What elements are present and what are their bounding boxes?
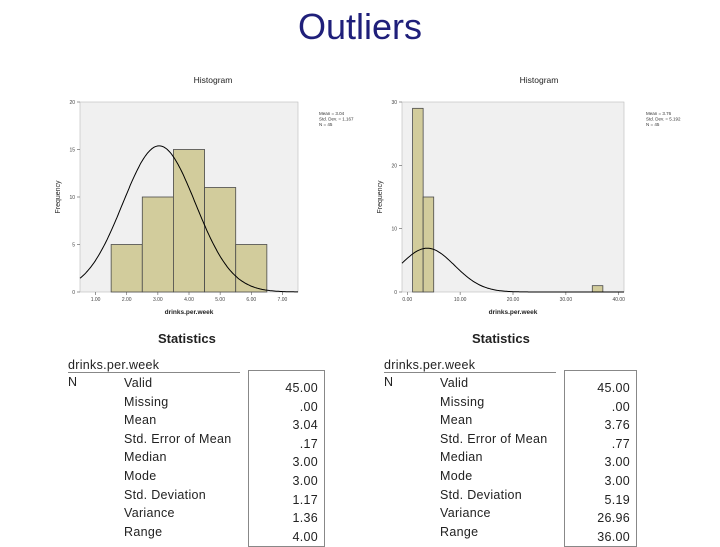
statistics-row-value: 3.00: [604, 474, 630, 488]
statistics-table-left: drinks.per.week N 45.00 .00 3.04 .17 3.00 3.00 1…: [68, 358, 326, 547]
statistics-row-label: Missing: [124, 394, 169, 409]
y-tick-label: 10: [391, 227, 397, 233]
statistics-row-value: .77: [611, 436, 630, 451]
x-axis-label: drinks.per.week: [489, 309, 538, 316]
statistics-row-label: Mode: [440, 469, 473, 483]
x-tick-label: 4.00: [184, 297, 194, 303]
y-axis-label: Frequency: [377, 180, 384, 214]
statistics-row-value: 4.00: [292, 529, 318, 544]
statistics-row-value: 26.96: [597, 511, 630, 526]
x-tick-label: 40.00: [612, 297, 625, 303]
statistics-row-label: Mean: [124, 413, 157, 428]
statistics-row-value: .00: [299, 399, 318, 414]
plot-area: [401, 101, 625, 293]
y-tick-label: 30: [391, 100, 397, 106]
histogram-right-svg: Histogram 0 10 20 30 0.00 10.00 20.00 30.00 40.00…: [377, 75, 681, 316]
histogram-bar: [235, 244, 268, 293]
x-axis-label: drinks.per.week: [165, 309, 214, 316]
x-tick-label: 30.00: [560, 297, 573, 303]
statistics-row-value: 3.00: [604, 455, 630, 470]
statistics-row-value: 5.19: [604, 492, 630, 507]
statistics-row-label: Variance: [440, 506, 491, 521]
statistics-row-value: 3.76: [604, 418, 630, 433]
statistics-row-value: 3.00: [292, 455, 318, 470]
statistics-n-label: N: [384, 375, 394, 389]
y-tick-label: 20: [69, 100, 75, 106]
statistics-row-value: 3.04: [292, 418, 318, 433]
y-tick-label: 0: [72, 290, 75, 296]
statistics-title-left: Statistics: [158, 331, 216, 346]
statistics-header-line: [68, 372, 240, 373]
histogram-title: Histogram: [520, 75, 559, 85]
histogram-bar: [591, 285, 604, 293]
statistics-row-value: 1.36: [292, 511, 318, 526]
histogram-title: Histogram: [194, 75, 233, 85]
legend-text: N = 45: [319, 122, 333, 127]
statistics-row-label: Valid: [440, 376, 469, 390]
x-tick-label: 3.00: [153, 297, 163, 303]
statistics-row-value: 45.00: [597, 381, 630, 395]
statistics-row-label: Range: [124, 524, 163, 539]
x-tick-label: 0.00: [402, 297, 412, 303]
statistics-row-label: Std. Deviation: [440, 487, 523, 502]
legend-text: Std. Dev. = 5.192: [646, 117, 681, 122]
histogram-right: Histogram 0 10 20 30 0.00 10.00 20.00 30.00 40.00…: [372, 72, 698, 322]
x-tick-label: 20.00: [507, 297, 520, 303]
histogram-bar: [141, 196, 174, 293]
x-tick-label: 5.00: [215, 297, 225, 303]
normal-curve: [401, 247, 624, 293]
y-tick-label: 15: [69, 148, 75, 154]
statistics-row-label: Std. Deviation: [124, 487, 207, 502]
statistics-title-right: Statistics: [472, 331, 530, 346]
statistics-row-value: 45.00: [285, 381, 318, 395]
histogram-left: Histogram 0 5 10 15 20 1.00 2.00 3.00 4.00 5.00 6.0…: [50, 72, 360, 322]
histogram-bar: [204, 187, 237, 293]
histogram-bar: [173, 149, 205, 293]
statistics-variable-name: drinks.per.week: [68, 358, 160, 372]
x-tick-label: 7.00: [278, 297, 288, 303]
statistics-row-label: Std. Error of Mean: [440, 431, 548, 446]
histogram-bar: [422, 196, 435, 293]
legend-text: N = 45: [646, 122, 660, 127]
statistics-n-label: N: [68, 375, 78, 389]
x-tick-label: 2.00: [122, 297, 132, 303]
statistics-row-label: Std. Error of Mean: [124, 431, 232, 446]
statistics-row-label: Variance: [124, 506, 175, 521]
statistics-row-value: 1.17: [292, 492, 318, 507]
statistics-row-label: Mode: [124, 469, 157, 483]
statistics-row-label: Median: [124, 450, 167, 465]
statistics-row-label: Valid: [124, 376, 153, 390]
y-tick-label: 5: [72, 243, 75, 249]
histogram-bar: [412, 107, 424, 293]
statistics-header-line: [384, 372, 556, 373]
histogram-left-svg: Histogram 0 5 10 15 20 1.00 2.00 3.00 4.00 5.00 6.0…: [55, 75, 354, 316]
statistics-values-box: 45.00 .00 3.04 .17 3.00 3.00 1.17 1.36 4.00: [248, 370, 325, 547]
y-axis-label: Frequency: [55, 180, 62, 214]
y-tick-label: 10: [69, 195, 75, 201]
slide-title: Outliers: [297, 6, 423, 47]
x-tick-label: 6.00: [246, 297, 256, 303]
statistics-row-value: 36.00: [597, 529, 630, 544]
normal-curve: [79, 145, 298, 293]
statistics-row-value: .17: [299, 436, 318, 451]
x-tick-label: 10.00: [454, 297, 467, 303]
legend-text: Mean = 3.04: [319, 111, 345, 116]
statistics-row-label: Median: [440, 450, 483, 465]
x-tick-label: 1.00: [91, 297, 101, 303]
statistics-row-value: 3.00: [292, 474, 318, 488]
statistics-table-right: drinks.per.week N 45.00 .00 3.76 .77 3.00 3.00 5…: [384, 358, 638, 547]
statistics-variable-name: drinks.per.week: [384, 358, 476, 372]
legend-text: Mean = 3.76: [646, 111, 672, 116]
statistics-row-label: Missing: [440, 394, 485, 409]
legend-text: Std. Dev. = 1.167: [319, 117, 354, 122]
y-tick-label: 20: [391, 163, 397, 169]
statistics-values-box: 45.00 .00 3.76 .77 3.00 3.00 5.19 26.96 36.00: [564, 370, 637, 547]
statistics-row-label: Mean: [440, 413, 473, 428]
statistics-row-value: .00: [611, 399, 630, 414]
histogram-bar: [110, 244, 143, 293]
statistics-row-label: Range: [440, 524, 479, 539]
y-tick-label: 0: [394, 290, 397, 296]
